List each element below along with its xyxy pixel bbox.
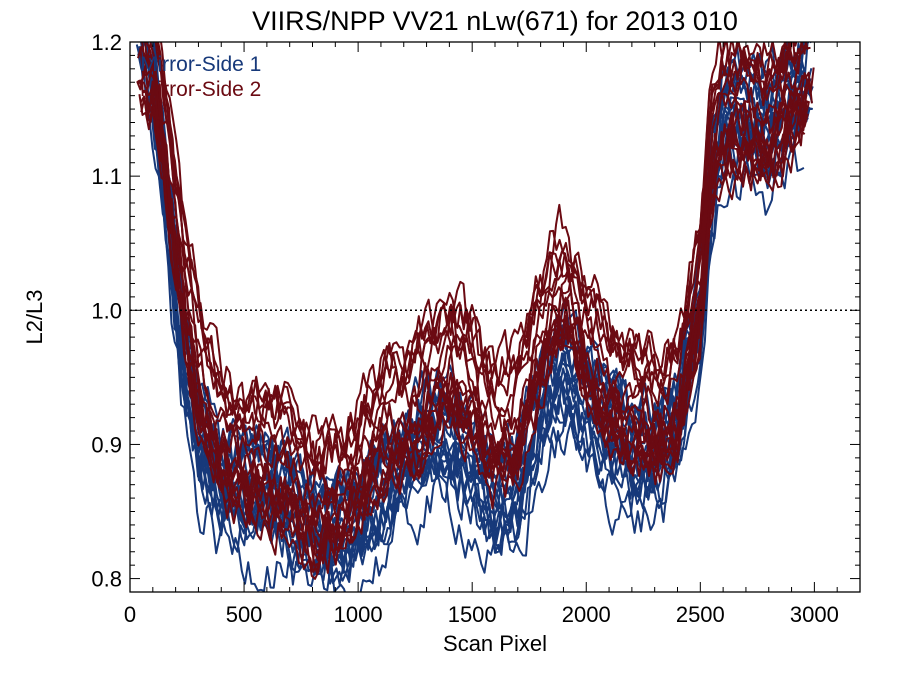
series-layer <box>135 42 815 592</box>
x-tick-label: 1500 <box>448 602 497 627</box>
legend: Mirror-Side 1 Mirror-Side 2 <box>140 53 261 101</box>
y-tick-label: 1.0 <box>91 298 122 323</box>
plot-area: 0 500 1000 1500 2000 2500 3000 0.8 0.9 1.0 1.1 1.2 <box>91 30 861 627</box>
series-line-2 <box>144 42 809 514</box>
x-tick-label: 2500 <box>676 602 725 627</box>
series-line-2 <box>141 42 803 527</box>
x-tick-label: 3000 <box>790 602 839 627</box>
legend-entry-mirror-side-2: Mirror-Side 2 <box>140 78 261 101</box>
x-axis-title: Scan Pixel <box>443 631 547 656</box>
ticks-layer: 0 500 1000 1500 2000 2500 3000 0.8 0.9 1.0 1.1 1.2 <box>91 30 861 627</box>
series-line-2 <box>140 97 810 574</box>
legend-entry-mirror-side-1: Mirror-Side 1 <box>140 53 261 76</box>
y-tick-label: 0.8 <box>91 567 122 592</box>
x-tick-label: 2000 <box>562 602 611 627</box>
x-tick-label: 500 <box>226 602 263 627</box>
y-axis-title: L2/L3 <box>22 289 47 344</box>
series-line-2 <box>160 42 811 459</box>
y-tick-label: 1.1 <box>91 164 122 189</box>
series-line-2 <box>154 42 804 475</box>
y-tick-label: 0.9 <box>91 432 122 457</box>
x-tick-label: 1000 <box>334 602 383 627</box>
series-line-2 <box>155 42 807 475</box>
series-line-1 <box>141 97 805 592</box>
chart-title: VIIRS/NPP VV21 nLw(671) for 2013 010 <box>252 6 738 36</box>
series-line-2 <box>142 89 811 561</box>
x-tick-label: 0 <box>124 602 136 627</box>
y-tick-label: 1.2 <box>91 30 122 55</box>
